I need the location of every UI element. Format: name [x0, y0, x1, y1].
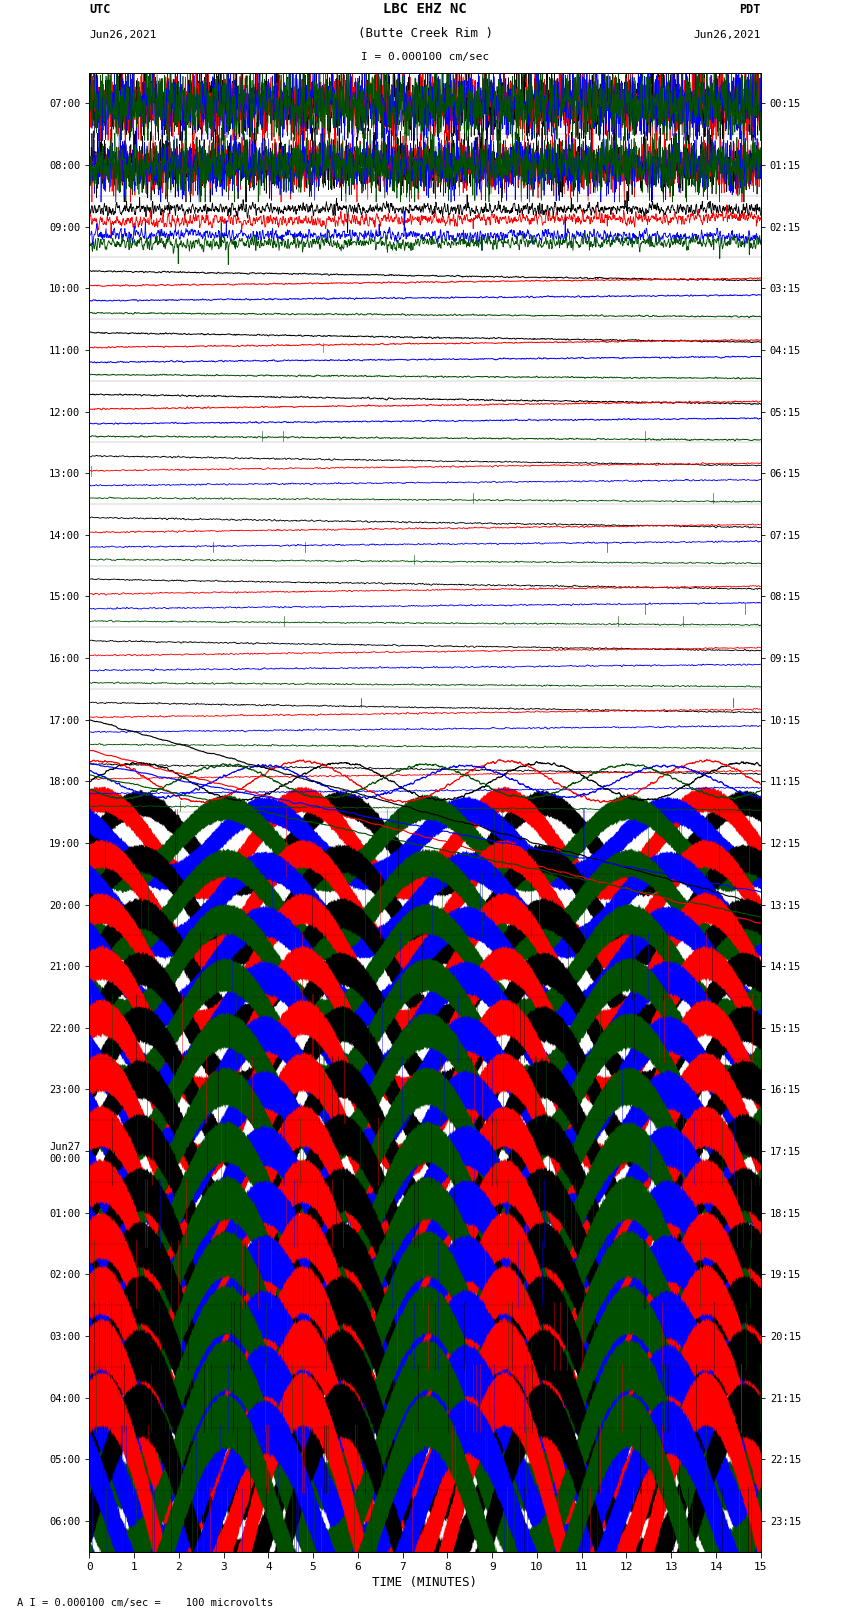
X-axis label: TIME (MINUTES): TIME (MINUTES): [372, 1576, 478, 1589]
Text: I = 0.000100 cm/sec: I = 0.000100 cm/sec: [361, 52, 489, 63]
Text: LBC EHZ NC: LBC EHZ NC: [383, 2, 467, 16]
Text: Jun26,2021: Jun26,2021: [89, 31, 156, 40]
Text: Jun26,2021: Jun26,2021: [694, 31, 761, 40]
Text: (Butte Creek Rim ): (Butte Creek Rim ): [358, 27, 492, 40]
Text: PDT: PDT: [740, 3, 761, 16]
Text: UTC: UTC: [89, 3, 110, 16]
Text: A I = 0.000100 cm/sec =    100 microvolts: A I = 0.000100 cm/sec = 100 microvolts: [17, 1598, 273, 1608]
